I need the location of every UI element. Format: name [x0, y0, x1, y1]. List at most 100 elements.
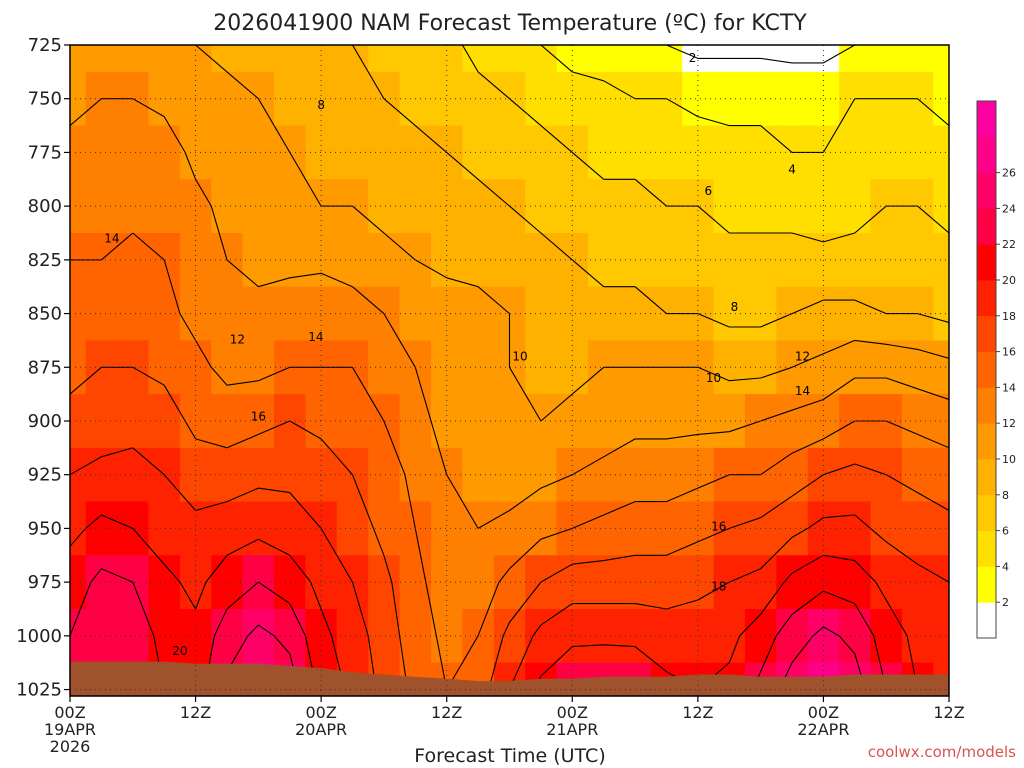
heat-cell — [70, 394, 87, 449]
heat-cell — [901, 447, 934, 503]
ground-surface — [70, 661, 949, 696]
heat-cell — [336, 71, 369, 127]
heat-cell — [839, 45, 872, 73]
y-tick-label: 775 — [28, 142, 62, 163]
heat-cell — [776, 45, 809, 73]
heat-cell — [807, 179, 840, 234]
heat-cell — [70, 71, 87, 127]
heat-cell — [336, 501, 369, 556]
heat-cell — [242, 125, 275, 180]
heat-cell — [807, 555, 840, 610]
heat-cell — [211, 608, 244, 664]
heat-cell — [901, 555, 934, 610]
heat-cell — [650, 608, 683, 664]
contour-label: 10 — [706, 371, 721, 385]
colorbar-tick-label: 14 — [1002, 381, 1016, 394]
colorbar-tick-label: 6 — [1002, 525, 1009, 538]
x-tick-time: 00Z — [54, 703, 85, 722]
heat-cell — [682, 394, 715, 449]
heat-cell — [525, 125, 558, 180]
contour-label: 18 — [711, 579, 726, 593]
heat-cell — [462, 394, 495, 449]
heat-cell — [211, 125, 244, 180]
heat-cell — [807, 45, 840, 73]
heat-cell — [525, 71, 558, 127]
heat-cell — [776, 232, 809, 288]
heat-cell — [682, 555, 715, 610]
contour-label: 8 — [317, 98, 325, 112]
y-tick-label: 1000 — [16, 626, 62, 647]
colorbar-band — [977, 351, 996, 388]
colorbar-tick-label: 18 — [1002, 310, 1016, 323]
heat-cell — [525, 447, 558, 503]
heat-cell — [211, 340, 244, 395]
y-tick-label: 1025 — [16, 680, 62, 701]
heat-cell — [211, 447, 244, 503]
heat-cell — [525, 340, 558, 395]
heat-cell — [368, 45, 401, 73]
heat-cell — [807, 286, 840, 342]
heat-cell — [70, 340, 87, 395]
heat-cell — [117, 125, 150, 180]
heat-cell — [525, 179, 558, 234]
heat-cell — [556, 340, 589, 395]
heat-cell — [242, 286, 275, 342]
heat-cell — [556, 286, 589, 342]
heat-cell — [650, 45, 683, 73]
heat-cell — [211, 394, 244, 449]
heat-cell — [336, 608, 369, 664]
y-tick-label: 950 — [28, 518, 62, 539]
x-tick-time: 12Z — [682, 703, 713, 722]
heat-cell — [399, 45, 432, 73]
heat-cell — [901, 232, 934, 288]
heat-cell — [525, 501, 558, 556]
colorbar-band — [977, 280, 996, 317]
contour-label: 10 — [512, 350, 527, 364]
heat-cell — [901, 394, 934, 449]
heat-cell — [776, 447, 809, 503]
heat-cell — [368, 125, 401, 180]
heat-cell — [556, 608, 589, 664]
heat-cell — [211, 71, 244, 127]
heat-cell — [336, 125, 369, 180]
contour-label: 6 — [705, 184, 713, 198]
heat-cell — [368, 340, 401, 395]
heat-cell — [242, 447, 275, 503]
heat-cell — [242, 179, 275, 234]
y-tick-label: 750 — [28, 89, 62, 110]
y-tick-label: 975 — [28, 572, 62, 593]
colorbar-band — [977, 244, 996, 281]
heat-cell — [462, 45, 495, 73]
y-tick-label: 925 — [28, 465, 62, 486]
x-tick-date: 19APR — [44, 720, 96, 739]
heat-cell — [274, 45, 307, 73]
heat-cell — [85, 394, 118, 449]
credit-link[interactable]: coolwx.com/models — [868, 743, 1016, 761]
heat-cell — [933, 286, 949, 342]
colorbar-tick-label: 10 — [1002, 453, 1016, 466]
heat-cell — [336, 394, 369, 449]
heat-cell — [211, 179, 244, 234]
heat-cell — [242, 45, 275, 73]
heat-cell — [211, 555, 244, 610]
heat-cell — [650, 125, 683, 180]
heat-cell — [242, 232, 275, 288]
heat-cell — [462, 286, 495, 342]
heatmap-cells — [70, 45, 949, 696]
heat-cell — [85, 286, 118, 342]
heat-cell — [933, 340, 949, 395]
heat-cell — [933, 232, 949, 288]
heat-cell — [587, 286, 620, 342]
heat-cell — [462, 340, 495, 395]
colorbar-tick-label: 8 — [1002, 489, 1009, 502]
heat-cell — [305, 45, 338, 73]
heat-cell — [933, 394, 949, 449]
contour-label: 16 — [251, 410, 266, 424]
colorbar-tick-label: 22 — [1002, 238, 1016, 251]
isotherm-6 — [461, 45, 949, 243]
heat-cell — [211, 45, 244, 73]
contour-label: 12 — [795, 350, 810, 364]
heat-cell — [242, 340, 275, 395]
contour-label: 14 — [795, 384, 810, 398]
heat-cell — [587, 555, 620, 610]
